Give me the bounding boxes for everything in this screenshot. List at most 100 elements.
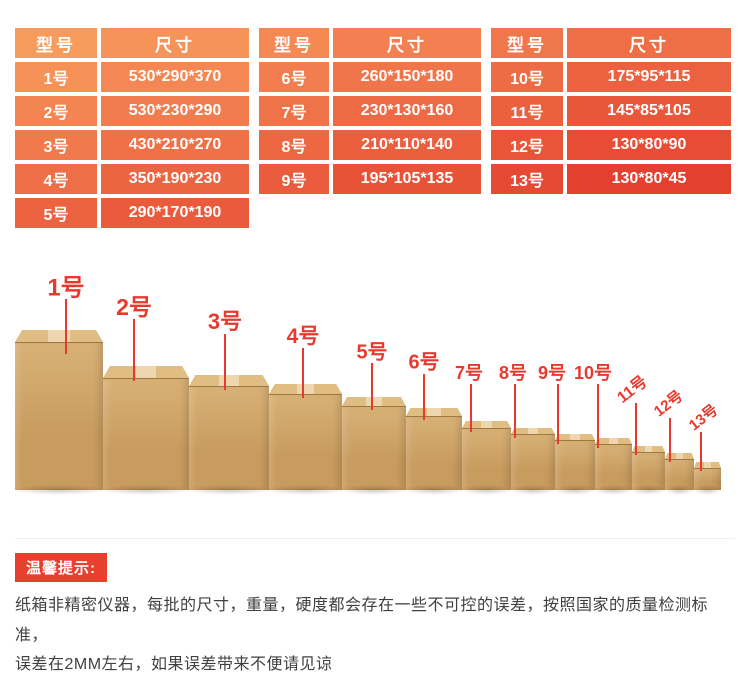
box-front-face <box>406 416 462 490</box>
pointer-line <box>65 299 67 354</box>
pointer-line <box>597 384 599 448</box>
box-top-face <box>269 384 342 394</box>
table-cell: 530*290*370 <box>101 62 249 92</box>
box-label: 10号 <box>573 363 613 383</box>
box-label: 3号 <box>207 309 243 334</box>
box-top-face <box>462 421 511 428</box>
size-table: 型号 尺寸 1号 530*290*370 2号 530*230*290 3号 430*210*… <box>0 0 750 228</box>
box-tape <box>609 438 618 444</box>
table-header-cell: 型号 <box>491 28 563 58</box>
table-cell: 10号 <box>491 62 563 92</box>
box-tape <box>704 462 711 468</box>
pointer-line <box>700 432 702 471</box>
box-front-face <box>511 434 555 490</box>
table-cell: 6号 <box>259 62 329 92</box>
pointer-line <box>557 384 559 444</box>
pointer-line <box>635 403 637 455</box>
box-tape <box>644 446 653 452</box>
cardboard-box <box>663 453 696 495</box>
pointer-line <box>302 348 304 398</box>
table-cell: 13号 <box>491 164 563 194</box>
box-front-face <box>269 394 342 490</box>
notice-line-1: 纸箱非精密仪器，每批的尺寸，重量，硬度都会存在一些不可控的误差，按照国家的质量检… <box>15 597 709 644</box>
table-header-cell: 尺寸 <box>333 28 481 58</box>
box-top-face <box>511 428 555 434</box>
box-tape <box>570 434 580 440</box>
table-cell: 145*85*105 <box>567 96 731 126</box>
box-front-face <box>103 378 189 490</box>
box-ground-shadow <box>338 485 410 495</box>
pointer-line <box>470 384 472 432</box>
table-cell: 130*80*90 <box>567 130 731 160</box>
cardboard-box <box>593 438 634 495</box>
box-front-face <box>462 428 511 490</box>
box-tape <box>427 408 441 416</box>
table-cell: 195*105*135 <box>333 164 481 194</box>
box-front-face <box>342 406 406 490</box>
cardboard-box <box>10 330 108 495</box>
box-ground-shadow <box>663 485 696 495</box>
box-front-face <box>632 452 665 490</box>
box-front-face <box>595 444 632 490</box>
table-cell: 175*95*115 <box>567 62 731 92</box>
table-header-cell: 尺寸 <box>567 28 731 58</box>
box-label: 13号 <box>685 401 722 435</box>
table-group: 型号 尺寸 6号 260*150*180 7号 230*130*160 8号 210*110*… <box>259 28 481 228</box>
table-cell: 1号 <box>15 62 97 92</box>
box-ground-shadow <box>630 485 667 495</box>
pointer-line <box>514 384 516 438</box>
box-front-face <box>665 459 694 490</box>
box-front-face <box>15 342 103 490</box>
box-ground-shadow <box>459 485 514 495</box>
box-label: 8号 <box>498 363 528 383</box>
cardboard-box <box>508 428 558 495</box>
box-label: 7号 <box>454 363 484 383</box>
box-tape <box>480 421 493 428</box>
table-cell: 11号 <box>491 96 563 126</box>
table-group: 型号 尺寸 10号 175*95*115 11号 145*85*105 12号 130*80*… <box>491 28 731 228</box>
box-top-face <box>189 375 269 386</box>
cardboard-box <box>98 366 194 495</box>
box-label: 5号 <box>356 341 388 364</box>
box-ground-shadow <box>98 485 194 495</box>
table-group: 型号 尺寸 1号 530*290*370 2号 530*230*290 3号 430*210*… <box>15 28 249 228</box>
box-tape <box>366 397 382 406</box>
notice-section: 温馨提示: 纸箱非精密仪器，每批的尺寸，重量，硬度都会存在一些不可控的误差，按照… <box>15 538 735 680</box>
cardboard-box <box>630 446 667 495</box>
box-label: 9号 <box>537 363 567 383</box>
pointer-line <box>371 363 373 410</box>
box-ground-shadow <box>265 485 346 495</box>
table-cell: 260*150*180 <box>333 62 481 92</box>
table-header-cell: 型号 <box>15 28 97 58</box>
box-label: 1号 <box>47 274 85 302</box>
box-ground-shadow <box>185 485 273 495</box>
box-tape <box>135 366 157 378</box>
table-cell: 290*170*190 <box>101 198 249 228</box>
box-tape <box>527 428 539 434</box>
box-tape <box>219 375 239 386</box>
box-top-face <box>103 366 189 378</box>
box-ground-shadow <box>692 485 723 495</box>
table-cell: 3号 <box>15 130 97 160</box>
cardboard-box <box>185 375 273 495</box>
box-ground-shadow <box>553 485 597 495</box>
box-top-face <box>406 408 462 416</box>
pointer-line <box>133 319 135 381</box>
box-ground-shadow <box>10 485 108 495</box>
box-label: 4号 <box>286 325 320 348</box>
pointer-line <box>224 334 226 390</box>
table-cell: 430*210*270 <box>101 130 249 160</box>
box-front-face <box>189 386 269 490</box>
box-top-face <box>342 397 406 406</box>
box-top-face <box>665 453 694 459</box>
box-front-face <box>555 440 595 490</box>
pointer-line <box>423 374 425 420</box>
box-top-face <box>15 330 103 342</box>
box-tape <box>296 384 315 394</box>
box-top-face <box>632 446 665 452</box>
cardboard-box <box>403 408 465 495</box>
box-top-face <box>555 434 595 440</box>
cardboard-box <box>459 421 514 495</box>
box-tape <box>48 330 70 342</box>
box-label: 2号 <box>116 294 152 320</box>
